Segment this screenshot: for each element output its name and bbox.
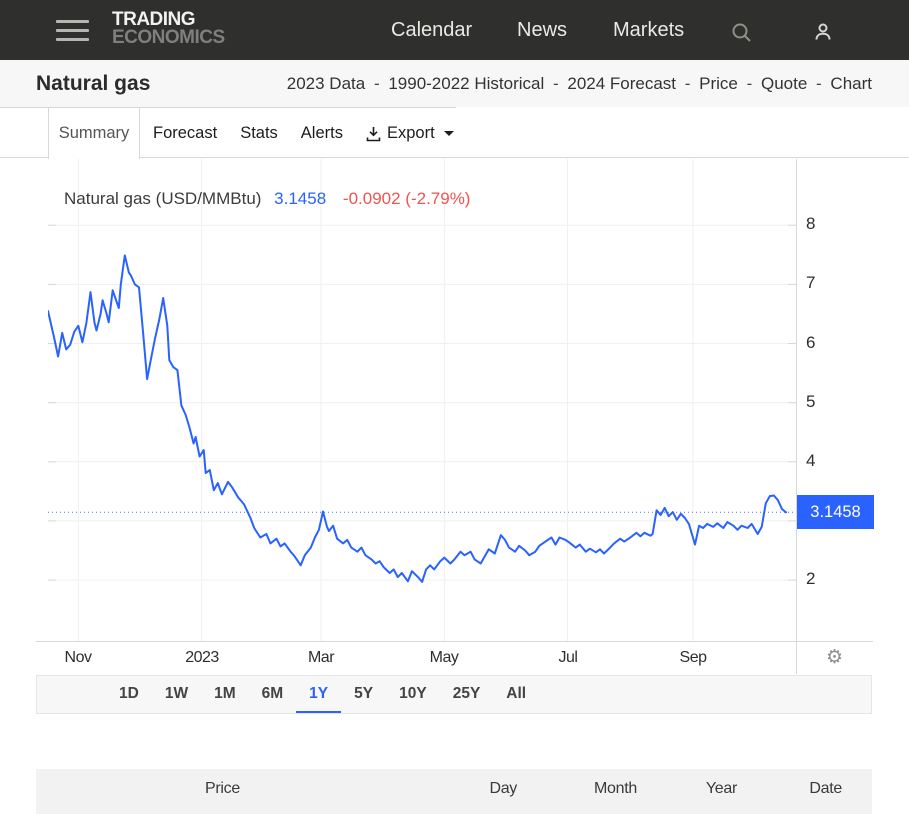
breadcrumb-link[interactable]: Price — [699, 74, 738, 93]
current-price-tag: 3.1458 — [797, 495, 874, 529]
y-axis-label-8: 8 — [806, 214, 816, 233]
tab-alerts[interactable]: Alerts — [300, 124, 343, 142]
chevron-down-icon — [443, 130, 454, 136]
tab-stats[interactable]: Stats — [240, 124, 278, 142]
chart-card: Natural gas (USD/MMBtu) 3.1458 -0.0902 (… — [36, 159, 874, 674]
tab-forecast[interactable]: Forecast — [153, 124, 218, 142]
x-axis-label-nov: Nov — [64, 649, 92, 666]
breadcrumb-separator: - — [741, 74, 757, 93]
range-button-6m[interactable]: 6M — [261, 685, 284, 702]
column-header-year: Year — [705, 780, 737, 797]
page-title: Natural gas — [36, 72, 151, 95]
breadcrumb-link[interactable]: 2023 Data — [286, 74, 366, 93]
breadcrumb-separator: - — [369, 74, 385, 93]
y-axis-label-7: 7 — [806, 273, 816, 292]
nav-link-markets[interactable]: Markets — [613, 19, 685, 41]
tab-bar: Summary Forecast Stats Alerts Export — [0, 108, 909, 159]
summary-table: Price Day Month Year Date — [36, 769, 872, 814]
range-button-5y[interactable]: 5Y — [354, 685, 374, 702]
breadcrumb-link[interactable]: 2024 Forecast — [567, 74, 677, 93]
y-axis-label-5: 5 — [806, 392, 816, 411]
title-bar: Natural gas 2023 Data - 1990-2022 Histor… — [0, 60, 909, 107]
x-axis-label-mar: Mar — [307, 649, 335, 666]
breadcrumb-separator: - — [811, 74, 827, 93]
chart-last-price: 3.1458 — [274, 189, 327, 208]
column-header-price: Price — [205, 780, 240, 797]
breadcrumb-link[interactable]: Chart — [830, 74, 872, 93]
export-button[interactable]: Export — [366, 108, 454, 158]
logo-line2: ECONOMICS — [112, 27, 225, 48]
top-navbar: TRADING ECONOMICS Calendar News Markets — [0, 0, 909, 60]
divider — [0, 107, 456, 108]
chart-header: Natural gas (USD/MMBtu) 3.1458 -0.0902 (… — [64, 189, 470, 209]
breadcrumb: 2023 Data - 1990-2022 Historical - 2024 … — [287, 60, 872, 107]
tab-summary[interactable]: Summary — [48, 108, 140, 159]
column-header-date: Date — [809, 780, 842, 797]
y-axis: 3.1458 8 7 6 5 4 2 — [796, 159, 874, 641]
chart-plot-area — [47, 159, 796, 641]
search-icon[interactable] — [731, 22, 753, 49]
x-axis-label-2023: 2023 — [185, 649, 219, 666]
range-button-1m[interactable]: 1M — [214, 685, 236, 702]
range-button-25y[interactable]: 25Y — [452, 685, 481, 702]
range-button-1d[interactable]: 1D — [119, 685, 139, 702]
menu-icon[interactable] — [56, 20, 89, 41]
x-axis-label-jul: Jul — [558, 649, 578, 666]
column-header-day: Day — [489, 780, 517, 797]
nav-link-calendar[interactable]: Calendar — [391, 19, 473, 41]
range-button-1w[interactable]: 1W — [164, 685, 189, 702]
x-axis: ⚙ Nov 2023 Mar May Jul Sep — [36, 641, 873, 674]
column-header-month: Month — [594, 780, 637, 797]
y-axis-label-2: 2 — [806, 569, 816, 588]
chart-settings-gear-icon[interactable]: ⚙ — [825, 647, 844, 668]
price-line — [47, 254, 787, 583]
y-axis-label-4: 4 — [806, 451, 816, 470]
user-icon[interactable] — [813, 22, 833, 47]
axis-divider — [796, 642, 797, 674]
logo-line1: TRADING — [112, 9, 196, 30]
download-icon — [366, 127, 381, 142]
column-header-name — [36, 780, 156, 798]
breadcrumb-separator: - — [680, 74, 696, 93]
range-button-1y[interactable]: 1Y — [296, 676, 342, 713]
summary-table-header: Price Day Month Year Date — [36, 769, 872, 798]
y-axis-label-6: 6 — [806, 333, 816, 352]
breadcrumb-link[interactable]: 1990-2022 Historical — [388, 74, 545, 93]
breadcrumb-link[interactable]: Quote — [761, 74, 808, 93]
chart-change: -0.0902 (-2.79%) — [342, 189, 471, 208]
range-button-all[interactable]: All — [506, 685, 527, 702]
range-selector: 1D 1W 1M 6M 1Y 5Y 10Y 25Y All — [36, 675, 872, 714]
trading-economics-logo[interactable]: TRADING ECONOMICS — [112, 9, 225, 48]
x-axis-label-sep: Sep — [679, 649, 707, 666]
nav-link-news[interactable]: News — [517, 19, 568, 41]
chart-symbol-label: Natural gas (USD/MMBtu) — [64, 189, 262, 208]
x-axis-label-may: May — [429, 649, 459, 666]
breadcrumb-separator: - — [548, 74, 564, 93]
range-button-10y[interactable]: 10Y — [399, 685, 427, 702]
export-label: Export — [386, 124, 435, 142]
